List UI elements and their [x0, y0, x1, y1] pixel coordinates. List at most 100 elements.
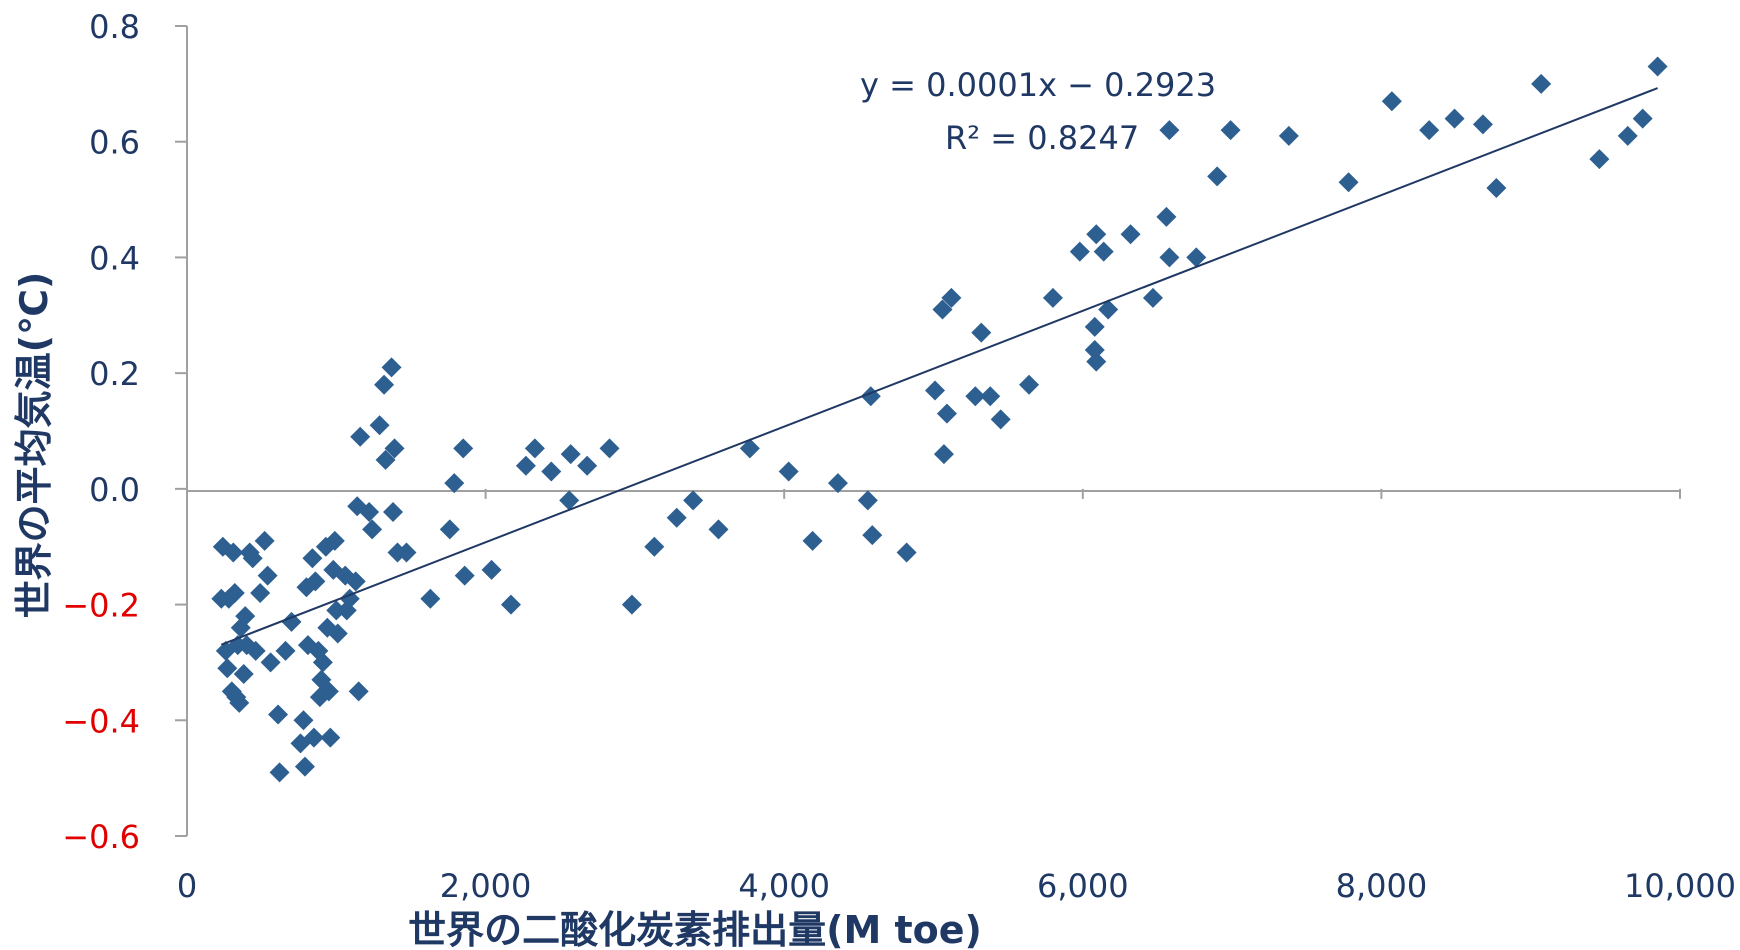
data-point [1159, 247, 1180, 268]
y-tick-label: −0.4 [62, 702, 140, 740]
data-point [666, 507, 687, 528]
x-tick-label: 4,000 [738, 867, 830, 905]
data-point [269, 762, 290, 783]
data-point [1647, 56, 1668, 77]
data-point [1486, 178, 1507, 198]
data-point [1098, 299, 1119, 320]
data-point [369, 415, 390, 436]
data-point [827, 473, 848, 494]
data-point [303, 727, 324, 748]
data-point [444, 473, 465, 494]
data-point [326, 600, 347, 621]
data-point [778, 461, 799, 482]
data-point [599, 438, 620, 459]
data-point [453, 438, 474, 459]
x-tick-label: 6,000 [1037, 867, 1129, 905]
data-point [980, 386, 1001, 407]
data-point [312, 652, 333, 673]
data-point [500, 594, 521, 615]
data-point [375, 449, 396, 470]
data-point [1084, 316, 1105, 337]
data-point [383, 502, 404, 522]
data-point [275, 640, 296, 661]
data-point [318, 681, 339, 702]
data-point [245, 640, 266, 661]
data-point [348, 681, 369, 702]
data-point [541, 461, 562, 482]
data-point [1159, 120, 1180, 141]
y-axis-title: 世界の平均気温(℃) [12, 272, 56, 619]
data-point [1531, 73, 1552, 94]
data-point [1186, 247, 1207, 268]
y-tick-label: 0.2 [89, 355, 140, 393]
data-point [1338, 172, 1359, 193]
data-point [1086, 224, 1107, 245]
x-tick-label: 0 [177, 867, 197, 905]
data-point [384, 438, 405, 459]
trendline [220, 87, 1658, 646]
data-point [1207, 166, 1228, 187]
data-point [1093, 241, 1114, 262]
data-point [857, 490, 878, 511]
data-point [257, 565, 278, 586]
data-point [1019, 374, 1040, 395]
data-point [683, 490, 704, 511]
data-point [1589, 149, 1610, 170]
data-point [1220, 120, 1241, 141]
data-point [396, 542, 417, 563]
data-point [1419, 120, 1440, 141]
data-point [560, 444, 581, 465]
trendline-equation: y = 0.0001x − 0.2923 [860, 66, 1216, 104]
data-point [941, 287, 962, 308]
data-point [1632, 108, 1653, 129]
axis-ticks [175, 25, 1681, 837]
y-tick-label: −0.2 [62, 587, 140, 625]
data-point [260, 652, 281, 673]
data-point [644, 536, 665, 557]
data-point [223, 542, 244, 563]
data-point [1086, 351, 1107, 372]
data-point [965, 386, 986, 407]
data-point [481, 559, 502, 580]
y-tick-label: −0.6 [62, 818, 140, 856]
data-point [233, 664, 254, 684]
data-point [621, 594, 642, 615]
data-point [345, 571, 366, 592]
data-point [235, 606, 256, 627]
data-point [971, 322, 992, 343]
data-point [524, 438, 545, 459]
data-point [350, 426, 371, 447]
r-squared-label: R² = 0.8247 [945, 119, 1139, 157]
data-point [896, 542, 917, 563]
data-point [708, 519, 729, 540]
data-point [454, 565, 475, 586]
data-point [362, 519, 383, 540]
x-tick-label: 2,000 [440, 867, 532, 905]
y-tick-label: 0.6 [89, 124, 140, 162]
data-points [211, 56, 1668, 783]
data-point [1444, 108, 1465, 129]
data-point [381, 357, 402, 378]
data-point [802, 530, 823, 551]
data-point [294, 756, 315, 777]
data-point [862, 525, 883, 546]
data-point [254, 530, 275, 551]
data-point [281, 611, 302, 632]
data-point [1084, 340, 1105, 360]
data-point [320, 727, 341, 748]
data-point [242, 548, 263, 569]
data-point [1472, 114, 1493, 135]
data-point [990, 409, 1011, 430]
data-point [250, 583, 271, 603]
data-point [933, 444, 954, 465]
data-point [420, 588, 441, 609]
data-point [924, 380, 945, 401]
data-point [224, 583, 245, 603]
data-point [1120, 224, 1141, 245]
data-point [293, 710, 314, 731]
data-point [1381, 91, 1402, 112]
x-axis-title: 世界の二酸化炭素排出量(M toe) [408, 908, 982, 950]
data-point [217, 658, 238, 679]
data-point [324, 530, 345, 551]
